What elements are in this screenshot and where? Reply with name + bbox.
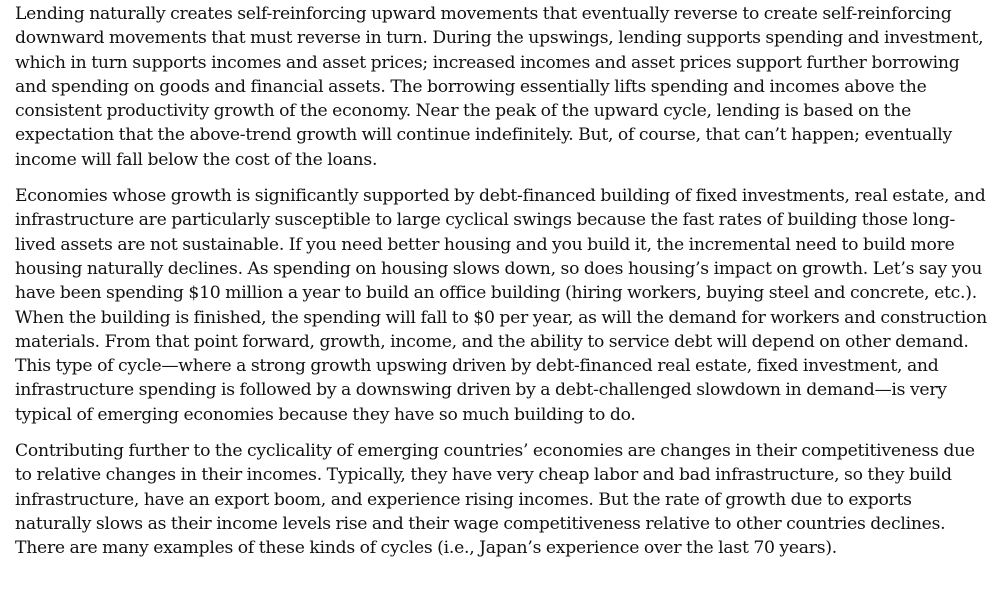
paragraph-lending-cycles: Lending naturally creates self-reinforci… <box>15 4 984 170</box>
paragraph-debt-financed-building: Economies whose growth is significantly … <box>15 186 987 425</box>
paragraph-competitiveness: Contributing further to the cyclicality … <box>15 441 975 559</box>
document-body: Lending naturally creates self-reinforci… <box>15 2 990 573</box>
